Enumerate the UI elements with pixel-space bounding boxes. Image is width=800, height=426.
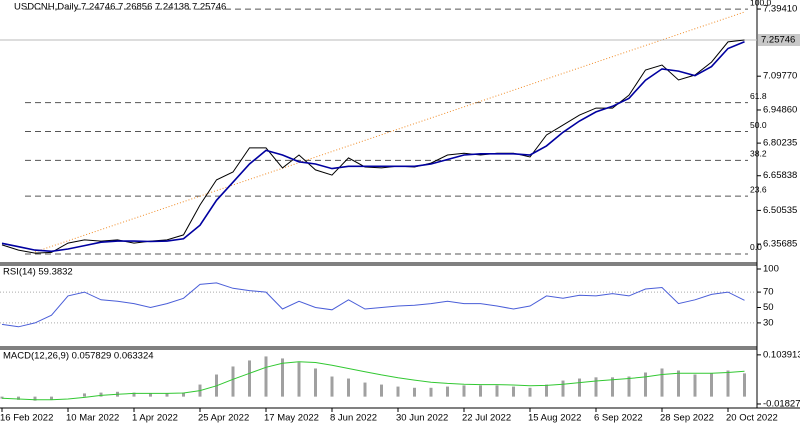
y-tick-label: 6.35685: [763, 239, 797, 250]
x-tick-label: 28 Sep 2022: [660, 413, 714, 424]
signal-line: [1, 361, 745, 401]
x-tick-label: 15 Aug 2022: [528, 413, 581, 424]
x-tick-label: 6 Sep 2022: [594, 413, 643, 424]
y-tick-label: 6.65838: [763, 170, 797, 181]
histogram-bar: [710, 373, 713, 397]
histogram-bar: [726, 370, 730, 397]
y-tick-label: 70: [763, 287, 774, 298]
histogram-bar: [660, 368, 664, 397]
x-tick-label: 16 Feb 2022: [0, 413, 53, 424]
y-tick-label: -0.018277: [763, 398, 800, 409]
histogram-bar: [528, 387, 532, 397]
x-tick-label: 17 May 2022: [264, 413, 319, 424]
histogram-bar: [231, 366, 235, 397]
histogram-bar: [627, 376, 631, 397]
histogram-bar: [462, 385, 466, 397]
trend-line: [34, 11, 745, 253]
histogram-bar: [182, 392, 185, 397]
x-tick-label: 8 Jun 2022: [330, 413, 377, 424]
y-tick-label: 6.80235: [763, 138, 797, 149]
fib-label: 100.0: [750, 0, 772, 7]
histogram-bar: [677, 370, 680, 397]
histogram-bar: [545, 384, 548, 397]
fib-label: 23.6: [750, 184, 767, 194]
histogram-bar: [594, 377, 598, 397]
last-price-label: 7.25746: [761, 35, 795, 46]
series-line: [1, 282, 745, 328]
histogram-bar: [248, 360, 251, 397]
histogram-bar: [33, 396, 37, 401]
histogram-bar: [149, 393, 152, 397]
y-tick-label: 7.39410: [763, 4, 797, 15]
histogram-bar: [297, 362, 301, 397]
x-tick-label: 20 Oct 2022: [726, 413, 778, 424]
y-tick-label: 7.09770: [763, 71, 797, 82]
fib-label: 0.0: [750, 242, 762, 252]
histogram-bar: [380, 384, 383, 397]
histogram-bar: [693, 374, 697, 397]
fib-label: 61.8: [750, 91, 767, 101]
histogram-bar: [50, 396, 53, 400]
x-tick-label: 30 Jun 2022: [396, 413, 448, 424]
histogram-bar: [0, 396, 4, 399]
fib-label: 38.2: [750, 149, 767, 159]
histogram-bar: [561, 380, 565, 397]
histogram-bar: [479, 385, 482, 397]
histogram-bar: [743, 373, 746, 397]
histogram-bar: [132, 392, 136, 397]
histogram-bar: [611, 377, 614, 397]
histogram-bar: [396, 386, 400, 397]
x-tick-label: 25 Apr 2022: [198, 413, 249, 424]
histogram-bar: [165, 393, 169, 397]
histogram-bar: [99, 392, 103, 397]
x-tick-label: 10 Mar 2022: [66, 413, 119, 424]
histogram-bar: [83, 393, 86, 397]
last-price-box: [758, 33, 800, 46]
y-tick-label: 30: [763, 317, 774, 328]
histogram-bar: [363, 382, 367, 397]
y-tick-label: 100: [763, 264, 779, 275]
histogram-bar: [495, 385, 499, 397]
y-tick-label: 6.94860: [763, 104, 797, 115]
x-tick-label: 1 Apr 2022: [132, 413, 178, 424]
histogram-bar: [314, 368, 317, 397]
chart-title: USDCNH,Daily 7.24746 7.26856 7.24138 7.2…: [14, 2, 226, 13]
y-tick-label: 6.50535: [763, 205, 797, 216]
histogram-bar: [264, 356, 268, 397]
macd-title: MACD(12,26,9) 0.057829 0.063324: [3, 351, 154, 362]
rsi-title: RSI(14) 59.3832: [3, 267, 73, 278]
x-tick-label: 22 Jul 2022: [462, 413, 511, 424]
histogram-bar: [644, 372, 647, 397]
histogram-bar: [578, 378, 581, 397]
histogram-bar: [512, 386, 515, 397]
histogram-bar: [446, 386, 449, 397]
fib-label: 50.0: [750, 120, 767, 130]
y-tick-label: 0.103913: [763, 349, 800, 360]
histogram-bar: [17, 396, 20, 400]
series-line: [1, 40, 745, 253]
y-tick-label: 50: [763, 302, 774, 313]
histogram-bar: [413, 387, 416, 397]
histogram-bar: [281, 358, 284, 397]
histogram-bar: [347, 378, 350, 397]
histogram-bar: [330, 376, 334, 397]
histogram-bar: [429, 387, 433, 397]
